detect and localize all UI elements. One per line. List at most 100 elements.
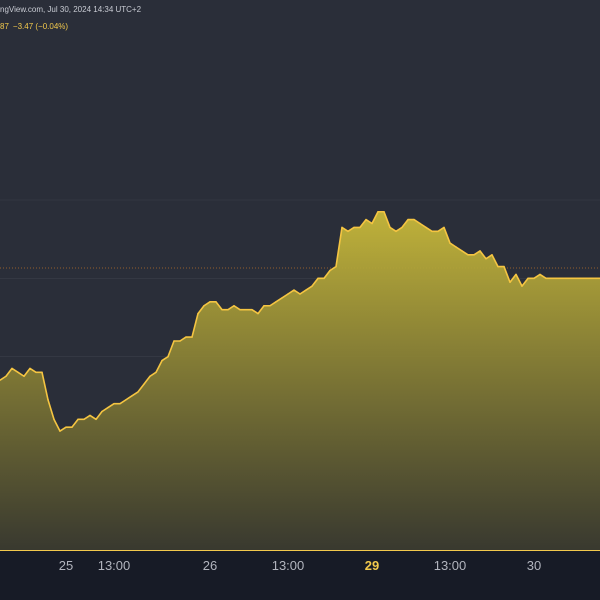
data-point	[215, 301, 217, 303]
data-point	[161, 359, 163, 362]
data-point	[521, 285, 523, 287]
data-point	[77, 418, 79, 421]
data-point	[221, 308, 223, 311]
x-tick-label: 26	[202, 558, 218, 573]
data-point	[209, 301, 211, 303]
data-point	[581, 277, 583, 280]
data-point	[527, 277, 529, 280]
data-point	[359, 226, 361, 229]
data-point	[395, 230, 397, 233]
x-tick-label: 13:00	[97, 558, 131, 573]
data-point	[53, 418, 55, 421]
data-point	[491, 254, 493, 256]
data-point	[563, 277, 565, 280]
data-point	[419, 222, 421, 225]
data-point	[95, 418, 97, 421]
data-point	[371, 222, 373, 225]
data-point	[575, 277, 577, 280]
data-point	[305, 289, 307, 291]
data-point	[101, 410, 103, 413]
data-point	[143, 383, 145, 385]
data-point	[539, 273, 541, 276]
data-point	[191, 336, 193, 338]
x-tick-label: 29	[364, 558, 380, 573]
data-point	[5, 375, 7, 377]
data-point	[59, 430, 61, 432]
data-point	[227, 308, 229, 311]
x-tick-label: 13:00	[271, 558, 305, 573]
data-point	[503, 265, 505, 268]
data-point	[467, 254, 469, 256]
data-point	[71, 426, 73, 428]
data-point	[155, 371, 157, 374]
data-point	[437, 230, 439, 233]
data-point	[107, 406, 109, 409]
data-point	[203, 305, 205, 307]
data-point	[431, 230, 433, 233]
x-axis: 25 13:00 26 13:00 29 13:00 30	[0, 551, 600, 578]
data-point	[197, 312, 199, 315]
data-point	[131, 395, 133, 397]
data-point	[233, 305, 235, 307]
data-point	[47, 399, 49, 401]
data-point	[317, 277, 319, 280]
data-point	[119, 402, 121, 405]
data-point	[593, 277, 595, 280]
data-point	[455, 246, 457, 248]
header-change: −3.47 (−0.04%)	[12, 22, 69, 31]
x-tick-label: 30	[526, 558, 542, 573]
data-point	[173, 340, 175, 342]
data-point	[509, 281, 511, 283]
data-point	[149, 375, 151, 377]
data-point	[263, 305, 265, 307]
data-point	[365, 218, 367, 221]
data-point	[245, 308, 247, 311]
data-point	[389, 226, 391, 229]
data-point	[569, 277, 571, 280]
area-fill	[0, 211, 600, 551]
header-price: 87	[0, 22, 9, 31]
data-point	[299, 293, 301, 295]
data-point	[443, 226, 445, 229]
data-points	[0, 211, 600, 432]
data-point	[125, 399, 127, 401]
data-point	[347, 230, 349, 233]
data-point	[167, 355, 169, 358]
data-point	[23, 375, 25, 377]
data-point	[479, 250, 481, 252]
data-point	[179, 340, 181, 342]
data-point	[311, 285, 313, 287]
data-point	[185, 336, 187, 338]
data-point	[41, 371, 43, 374]
data-point	[137, 391, 139, 393]
data-point	[281, 297, 283, 299]
data-point	[287, 293, 289, 295]
data-point	[335, 265, 337, 268]
data-point	[251, 308, 253, 311]
data-point	[407, 218, 409, 221]
data-point	[0, 379, 1, 381]
data-point	[473, 254, 475, 256]
data-point	[401, 226, 403, 229]
header-quote: 87 −3.47 (−0.04%)	[0, 22, 68, 31]
data-point	[329, 269, 331, 272]
data-point	[83, 418, 85, 421]
data-point	[275, 301, 277, 303]
header-source-text: ngView.com, Jul 30, 2024 14:34 UTC+2	[0, 5, 142, 14]
data-point	[29, 367, 31, 370]
data-point	[515, 273, 517, 276]
data-point	[383, 211, 385, 213]
data-point	[239, 308, 241, 311]
data-point	[323, 277, 325, 280]
data-point	[353, 226, 355, 229]
data-point	[11, 367, 13, 370]
data-point	[35, 371, 37, 374]
data-point	[377, 211, 379, 213]
data-point	[533, 277, 535, 280]
data-point	[551, 277, 553, 280]
data-point	[545, 277, 547, 280]
data-point	[113, 402, 115, 405]
data-point	[497, 265, 499, 268]
data-point	[293, 289, 295, 291]
